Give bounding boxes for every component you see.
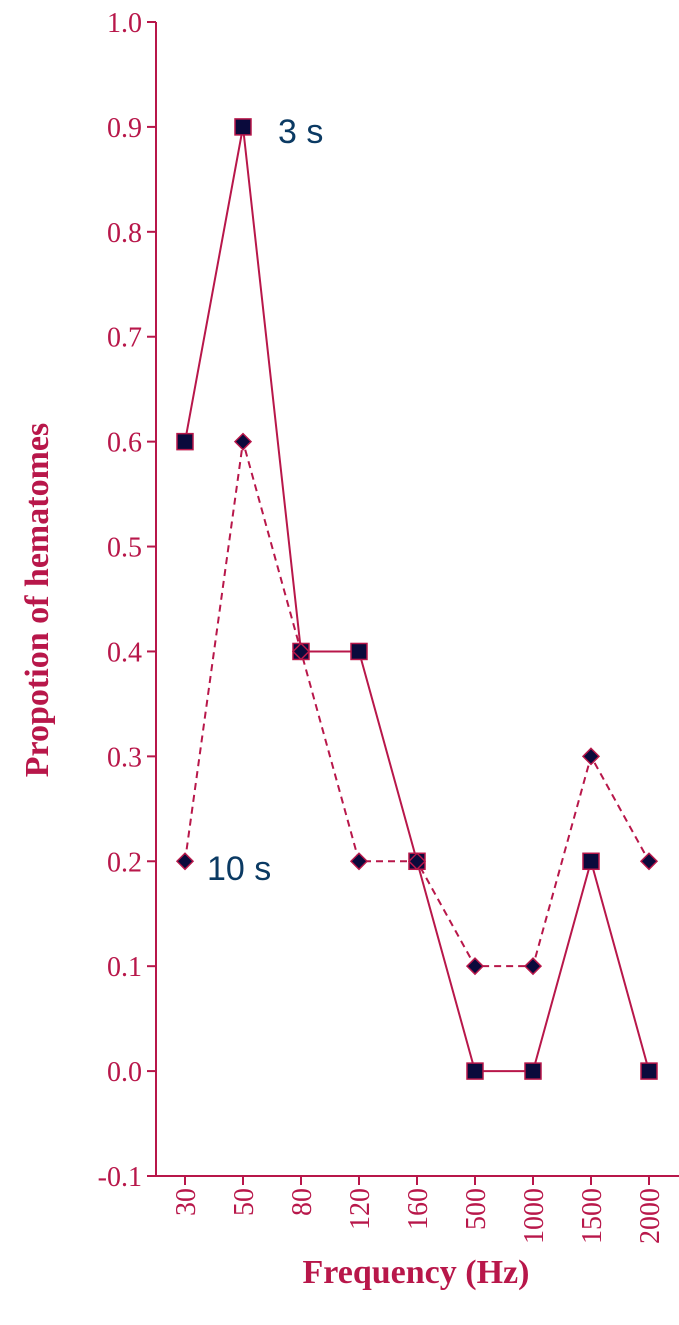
data-point-0-7 bbox=[582, 852, 600, 871]
y-tick-label: 0.0 bbox=[107, 1057, 142, 1088]
data-point-0-0 bbox=[176, 432, 194, 451]
series-label-3s: 3 s bbox=[278, 113, 323, 151]
data-point-1-5 bbox=[465, 957, 485, 976]
data-point-1-7 bbox=[581, 747, 601, 766]
data-point-0-1 bbox=[234, 118, 252, 136]
series-label-10s: 10 s bbox=[207, 850, 271, 888]
x-tick-label: 2000 bbox=[635, 1188, 666, 1244]
x-tick-label: 1500 bbox=[577, 1188, 608, 1244]
x-tick-label: 50 bbox=[229, 1188, 260, 1216]
data-point-1-3 bbox=[349, 852, 369, 871]
y-axis-title: Propotion of hematomes bbox=[19, 423, 56, 777]
y-tick-label: 0.7 bbox=[107, 323, 142, 354]
y-tick-label: 0.4 bbox=[107, 637, 142, 668]
x-tick-label: 1000 bbox=[519, 1188, 550, 1244]
y-tick-label: 0.2 bbox=[107, 847, 142, 878]
y-tick-label: 0.8 bbox=[107, 218, 142, 249]
series-line-0 bbox=[184, 126, 650, 1073]
y-tick-label: 0.3 bbox=[107, 742, 142, 773]
y-tick-label: 0.9 bbox=[107, 113, 142, 144]
y-tick-label: -0.1 bbox=[98, 1162, 142, 1193]
x-tick-label: 500 bbox=[461, 1188, 492, 1230]
series-layer bbox=[175, 118, 659, 1080]
x-axis-title: Frequency (Hz) bbox=[303, 1254, 530, 1291]
data-point-1-1 bbox=[233, 432, 253, 451]
y-tick-label: 1.0 bbox=[107, 8, 142, 39]
data-point-1-8 bbox=[639, 852, 659, 871]
y-tick-label: 0.5 bbox=[107, 533, 142, 564]
y-tick-label: 0.6 bbox=[107, 428, 142, 459]
x-tick-label: 30 bbox=[171, 1188, 202, 1216]
data-point-1-2 bbox=[291, 642, 311, 661]
data-point-1-4 bbox=[407, 852, 427, 871]
data-point-0-3 bbox=[350, 642, 368, 661]
x-tick-label: 80 bbox=[287, 1188, 318, 1216]
data-point-0-5 bbox=[466, 1062, 484, 1080]
data-point-0-8 bbox=[640, 1062, 658, 1080]
data-point-0-6 bbox=[524, 1062, 542, 1080]
y-axis-ticks: 1.0 0.9 0.8 0.7 0.6 0.5 0.4 0.3 0.2 0.1 0.0 -0.1 bbox=[98, 8, 156, 1193]
y-tick-label: 0.1 bbox=[107, 952, 142, 983]
x-tick-label: 160 bbox=[403, 1188, 434, 1230]
x-axis-ticks: 30 50 80 120 160 500 1000 1500 2000 bbox=[171, 1176, 666, 1244]
x-tick-label: 120 bbox=[345, 1188, 376, 1230]
data-point-1-0 bbox=[175, 852, 195, 871]
data-point-1-6 bbox=[523, 957, 543, 976]
